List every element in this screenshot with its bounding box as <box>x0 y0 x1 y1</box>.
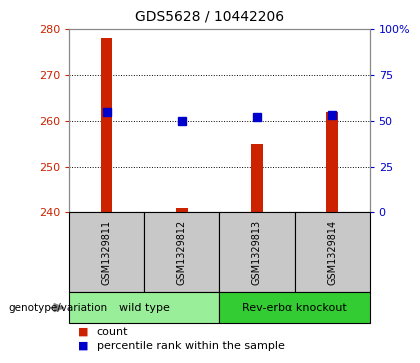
Bar <box>251 144 262 212</box>
Text: wild type: wild type <box>119 303 170 313</box>
Text: GSM1329812: GSM1329812 <box>177 220 187 285</box>
Text: ■: ■ <box>78 340 88 351</box>
Bar <box>101 38 113 212</box>
Text: Rev-erbα knockout: Rev-erbα knockout <box>242 303 347 313</box>
Text: GSM1329811: GSM1329811 <box>102 220 112 285</box>
Text: GSM1329814: GSM1329814 <box>327 220 337 285</box>
Text: GSM1329813: GSM1329813 <box>252 220 262 285</box>
Bar <box>176 208 188 212</box>
Text: GDS5628 / 10442206: GDS5628 / 10442206 <box>135 9 285 23</box>
Bar <box>326 111 338 212</box>
Text: percentile rank within the sample: percentile rank within the sample <box>97 340 284 351</box>
Text: ■: ■ <box>78 327 88 337</box>
Text: count: count <box>97 327 128 337</box>
Text: genotype/variation: genotype/variation <box>8 303 108 313</box>
